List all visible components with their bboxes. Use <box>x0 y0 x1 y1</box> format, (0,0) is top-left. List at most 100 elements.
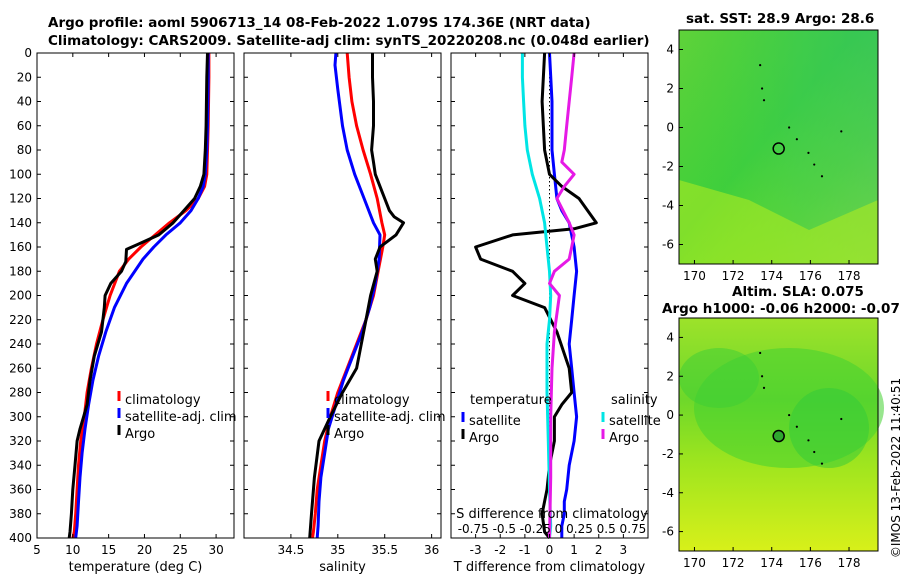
x-tick-label: -1 <box>519 543 531 557</box>
island-marker <box>813 163 816 166</box>
legend-label: satellite-adj. clim <box>334 410 446 425</box>
y-tick-label: 200 <box>9 289 32 303</box>
y-tick-label: 20 <box>17 70 32 84</box>
series-line-argo <box>67 52 209 539</box>
legend-label: Argo <box>469 431 499 446</box>
x-tick-label: -2 <box>494 543 506 557</box>
y-tick-label: 280 <box>9 386 32 400</box>
island-marker <box>795 425 798 428</box>
sla-map-title-line1: Altim. SLA: 0.075 <box>732 284 864 300</box>
axes-frame <box>678 317 879 552</box>
y-tick-label: 100 <box>9 167 32 181</box>
island-marker <box>820 462 824 465</box>
sla-map-title-line2: Argo h1000: -0.06 h2000: -0.07 <box>662 301 900 317</box>
x-tick-label: 178 <box>838 269 861 283</box>
legend-label: satellite-adj. clim <box>125 410 237 425</box>
island-marker <box>820 175 824 178</box>
x-tick-label: 2 <box>595 543 603 557</box>
x2-tick-labels: -0.75 -0.5 -0.25 0 0.25 0.5 0.75 <box>458 522 647 536</box>
x-tick-label: 30 <box>208 543 223 557</box>
x-tick-label: 10 <box>65 543 80 557</box>
figure-title-line2: Climatology: CARS2009. Satellite-adj cli… <box>48 33 650 49</box>
map-shading <box>789 388 869 468</box>
y-tick-label: -4 <box>662 199 674 213</box>
x-tick-label: 5 <box>33 543 41 557</box>
x-tick-label: 20 <box>137 543 152 557</box>
y-tick-label: 380 <box>9 507 32 521</box>
y-tick-label: 320 <box>9 434 32 448</box>
series-line-s-argo <box>548 52 576 539</box>
x-tick-label: 35.5 <box>371 543 398 557</box>
map-shading <box>679 348 759 408</box>
argo-position-marker <box>772 429 785 443</box>
profile-panel-1: 0 20 40 60 80 100 120 140 160 180 200 220 240 260 280 3… <box>9 46 237 575</box>
x-axis-label: salinity <box>319 560 366 575</box>
sst-map-title: sat. SST: 28.9 Argo: 28.6 <box>686 11 875 27</box>
y-tick-label: 220 <box>9 313 32 327</box>
map-shading <box>679 180 878 264</box>
x-tick-label: -3 <box>470 543 482 557</box>
x-tick-label: 172 <box>722 556 745 570</box>
y-tick-label: -4 <box>662 486 674 500</box>
y-tick-label: 300 <box>9 410 32 424</box>
island-marker <box>788 126 791 129</box>
island-marker <box>795 138 798 141</box>
y-tick-label: 40 <box>17 95 32 109</box>
argo-position-marker <box>772 142 785 155</box>
x-tick-label: 25 <box>173 543 188 557</box>
x-tick-label: 174 <box>760 269 783 283</box>
y-tick-label: 240 <box>9 337 32 351</box>
x-axis-label: temperature (deg C) <box>69 560 203 575</box>
x-tick-label: 3 <box>620 543 628 557</box>
island-marker <box>840 130 843 133</box>
y-tick-label: 120 <box>9 192 32 206</box>
island-marker <box>813 450 816 454</box>
axes-frame <box>36 52 235 539</box>
series-line-t-satellite <box>548 52 579 538</box>
y-tick-label: 80 <box>17 143 32 157</box>
sst-map-panel: 170 172 174 176 178 -6 -4 -2 0 2 4 <box>662 29 879 283</box>
series-line-argo <box>308 53 405 539</box>
x-tick-label: 176 <box>799 269 822 283</box>
island-marker <box>762 386 766 389</box>
y-tick-label: 2 <box>666 369 674 383</box>
y-tick-label: 360 <box>9 483 32 497</box>
y-tick-label: -6 <box>662 238 674 252</box>
y-tick-label: 0 <box>666 121 674 135</box>
series-line-satellite-adj-clim <box>315 52 382 539</box>
island-marker <box>807 439 810 442</box>
y-tick-label: 60 <box>17 119 32 133</box>
legend-label: satellite <box>469 414 521 429</box>
legend-label: Argo <box>334 427 364 442</box>
island-marker <box>759 64 762 67</box>
y-tick-label: -2 <box>662 447 674 461</box>
island-marker <box>760 87 764 90</box>
island-marker <box>760 375 764 378</box>
profile-panel-3: -3 -2 -1 0 1 2 3 T difference from climatology t… <box>450 52 661 575</box>
x-tick-label: 178 <box>838 556 861 570</box>
y-tick-label: 140 <box>9 216 32 230</box>
x-tick-label: 172 <box>722 269 745 283</box>
y-tick-label: 0 <box>666 408 674 422</box>
x-tick-label: 15 <box>101 543 116 557</box>
island-marker <box>759 351 762 355</box>
sla-map-panel: 170 172 174 176 178 -6 -4 -2 0 2 4 <box>662 317 884 570</box>
island-marker <box>762 99 766 102</box>
y-tick-label: 2 <box>666 82 674 96</box>
island-marker <box>788 413 791 417</box>
figure-title-line1: Argo profile: aoml 5906713_14 08-Feb-202… <box>48 15 591 31</box>
x2-axis-label: S difference from climatology <box>456 507 648 522</box>
y-tick-label: 260 <box>9 361 32 375</box>
series-line-t-argo <box>474 52 598 539</box>
island-marker <box>807 151 810 154</box>
x-tick-label: 35 <box>330 543 345 557</box>
y-tick-label: 160 <box>9 240 32 254</box>
y-tick-label: -2 <box>662 160 674 174</box>
legend-label: satellite <box>609 414 661 429</box>
x-tick-label: 170 <box>683 269 706 283</box>
legend-label: climatology <box>125 393 201 408</box>
y-tick-label: 400 <box>9 531 32 545</box>
y-tick-label: 180 <box>9 264 32 278</box>
